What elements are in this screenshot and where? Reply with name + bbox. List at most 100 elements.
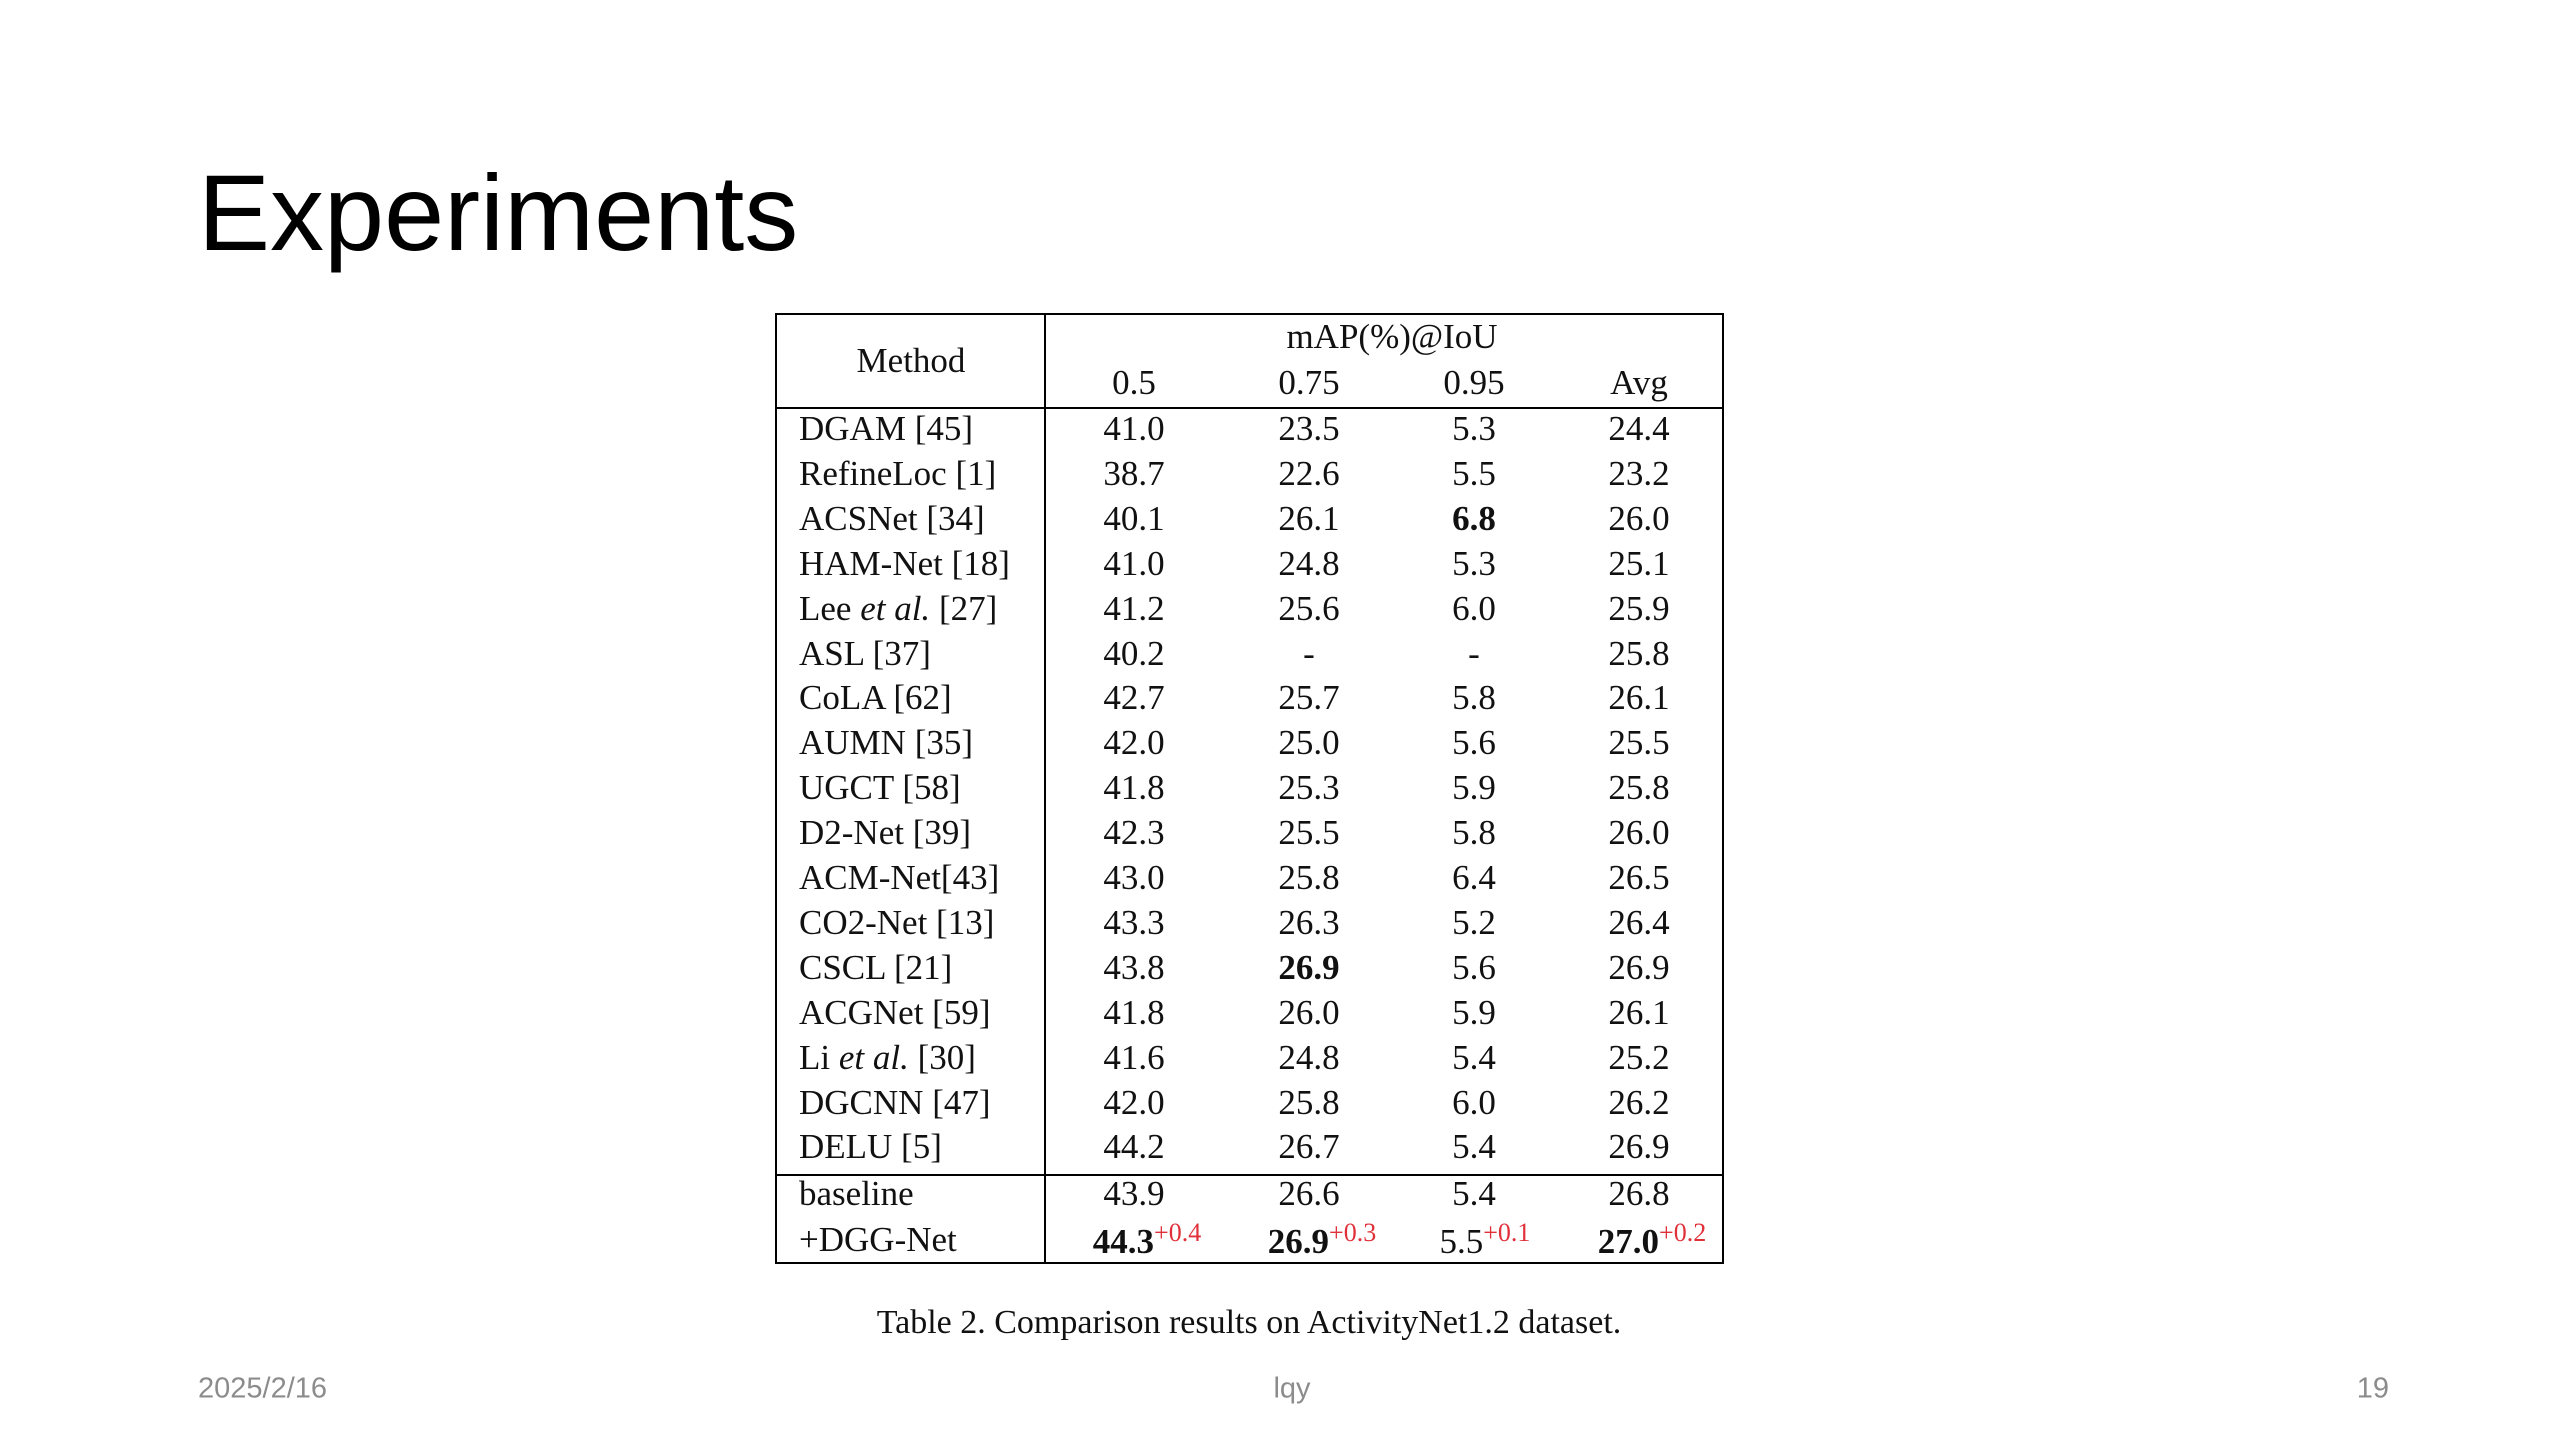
cell: 26.9: [1278, 948, 1339, 988]
method-name: ASL [37]: [799, 634, 931, 674]
cell: 44.3+0.4: [1093, 1218, 1201, 1262]
method-text: DGAM [45]: [799, 409, 974, 448]
column-header: 0.95: [1443, 363, 1505, 402]
slide-title: Experiments: [198, 152, 799, 273]
improvement: +0.2: [1659, 1218, 1707, 1247]
method-text: +DGG-Net: [799, 1220, 957, 1259]
cell: 42.3: [1103, 813, 1165, 853]
cell: 24.8: [1278, 543, 1340, 583]
method-name: HAM-Net [18]: [799, 544, 1010, 584]
cell-value: 6.8: [1452, 498, 1496, 538]
cell: 5.5: [1452, 453, 1496, 493]
column-header: Avg: [1610, 363, 1668, 402]
table-caption: Table 2. Comparison results on ActivityN…: [876, 1304, 1622, 1341]
cell: 26.2: [1608, 1082, 1670, 1122]
cell: 5.3: [1452, 543, 1496, 583]
method-name: +DGG-Net: [799, 1220, 957, 1260]
cell-value: 27.0: [1597, 1222, 1660, 1261]
cell: 25.3: [1278, 768, 1340, 808]
cell: 5.4: [1452, 1037, 1496, 1077]
cell-value: 26.9: [1267, 1222, 1330, 1261]
method-text: et al.: [838, 1037, 909, 1077]
method-text: Li: [799, 1037, 839, 1077]
cell: 40.2: [1103, 633, 1165, 673]
method-text: HAM-Net [18]: [799, 543, 1010, 583]
cell: 43.9: [1103, 1174, 1165, 1213]
method-text: CO2-Net [13]: [799, 902, 995, 942]
method-name: DELU [5]: [799, 1127, 942, 1167]
method-text: AUMN [35]: [799, 723, 974, 763]
cell: 41.8: [1103, 992, 1165, 1032]
cell: 26.7: [1278, 1127, 1340, 1167]
method-name: Lee et al. [27]: [799, 589, 997, 629]
cell: 5.6: [1452, 947, 1496, 987]
method-text: et al.: [860, 588, 931, 628]
method-text: D2-Net [39]: [799, 813, 972, 853]
cell: 26.8: [1608, 1174, 1670, 1213]
cell: 6.0: [1452, 1082, 1496, 1122]
page-number: 19: [2356, 1372, 2389, 1405]
cell: 42.7: [1103, 678, 1165, 718]
method-text: Lee: [799, 588, 861, 628]
method-text: DELU [5]: [799, 1127, 942, 1167]
cell: 5.6: [1452, 723, 1496, 763]
cell: 23.2: [1608, 453, 1670, 493]
cell: 26.4: [1608, 902, 1670, 942]
cell: 26.3: [1278, 902, 1340, 942]
cell: 23.5: [1278, 409, 1340, 448]
method-name: RefineLoc [1]: [799, 454, 996, 494]
cell: 5.2: [1452, 902, 1496, 942]
cell: 43.8: [1103, 947, 1165, 987]
cell: 25.9: [1608, 588, 1670, 628]
cell: 25.5: [1278, 813, 1340, 853]
cell: 25.1: [1608, 543, 1670, 583]
cell: 25.8: [1608, 768, 1670, 808]
method-name: CSCL [21]: [799, 948, 952, 988]
cell: 41.6: [1103, 1037, 1165, 1077]
cell: 5.8: [1452, 813, 1496, 853]
cell: 26.1: [1278, 498, 1340, 538]
method-name: DGAM [45]: [799, 409, 973, 449]
cell: 25.7: [1278, 678, 1340, 718]
group-header: mAP(%)@IoU: [1286, 317, 1498, 356]
method-text: DGCNN [47]: [799, 1082, 991, 1122]
method-text: RefineLoc [1]: [799, 453, 997, 493]
method-name: CoLA [62]: [799, 678, 952, 718]
column-header: 0.5: [1112, 363, 1156, 402]
improvement: +0.3: [1329, 1218, 1377, 1247]
cell: 43.3: [1103, 902, 1165, 942]
cell: 25.8: [1278, 1082, 1340, 1122]
improvement: +0.1: [1483, 1218, 1531, 1247]
cell: 5.5+0.1: [1439, 1218, 1530, 1262]
cell: 25.8: [1278, 858, 1340, 897]
cell: 26.1: [1608, 992, 1670, 1032]
cell: 26.9+0.3: [1268, 1218, 1376, 1262]
cell: 25.5: [1608, 723, 1670, 763]
improvement: +0.4: [1154, 1218, 1202, 1247]
cell: 26.0: [1608, 498, 1670, 538]
method-text: CSCL [21]: [799, 947, 953, 987]
cell: 24.8: [1278, 1037, 1340, 1077]
cell: 24.4: [1608, 409, 1670, 448]
cell: 43.0: [1103, 858, 1165, 897]
cell: 41.0: [1103, 543, 1165, 583]
cell: 27.0+0.2: [1598, 1218, 1706, 1262]
section-rule: [777, 1174, 1722, 1176]
method-text: UGCT [58]: [799, 768, 961, 808]
cell: 25.6: [1278, 588, 1340, 628]
cell: 41.8: [1103, 768, 1165, 808]
method-text: ASL [37]: [799, 633, 931, 673]
method-text: ACM-Net[43]: [799, 858, 1000, 897]
cell: 26.5: [1608, 858, 1670, 897]
method-name: DGCNN [47]: [799, 1083, 991, 1123]
method-text: ACSNet [34]: [799, 498, 985, 538]
footer-date: 2025/2/16: [198, 1372, 328, 1405]
cell-value: 44.3: [1092, 1222, 1155, 1261]
cell: 26.1: [1608, 678, 1670, 718]
results-table: mAP(%)@IoU Method 0.5 0.75 0.95 Avg DGAM [45] 4…: [775, 313, 1724, 1264]
cell: 5.8: [1452, 678, 1496, 718]
cell: 40.1: [1103, 498, 1165, 538]
column-header: Method: [856, 341, 966, 380]
cell: 5.9: [1452, 768, 1496, 808]
